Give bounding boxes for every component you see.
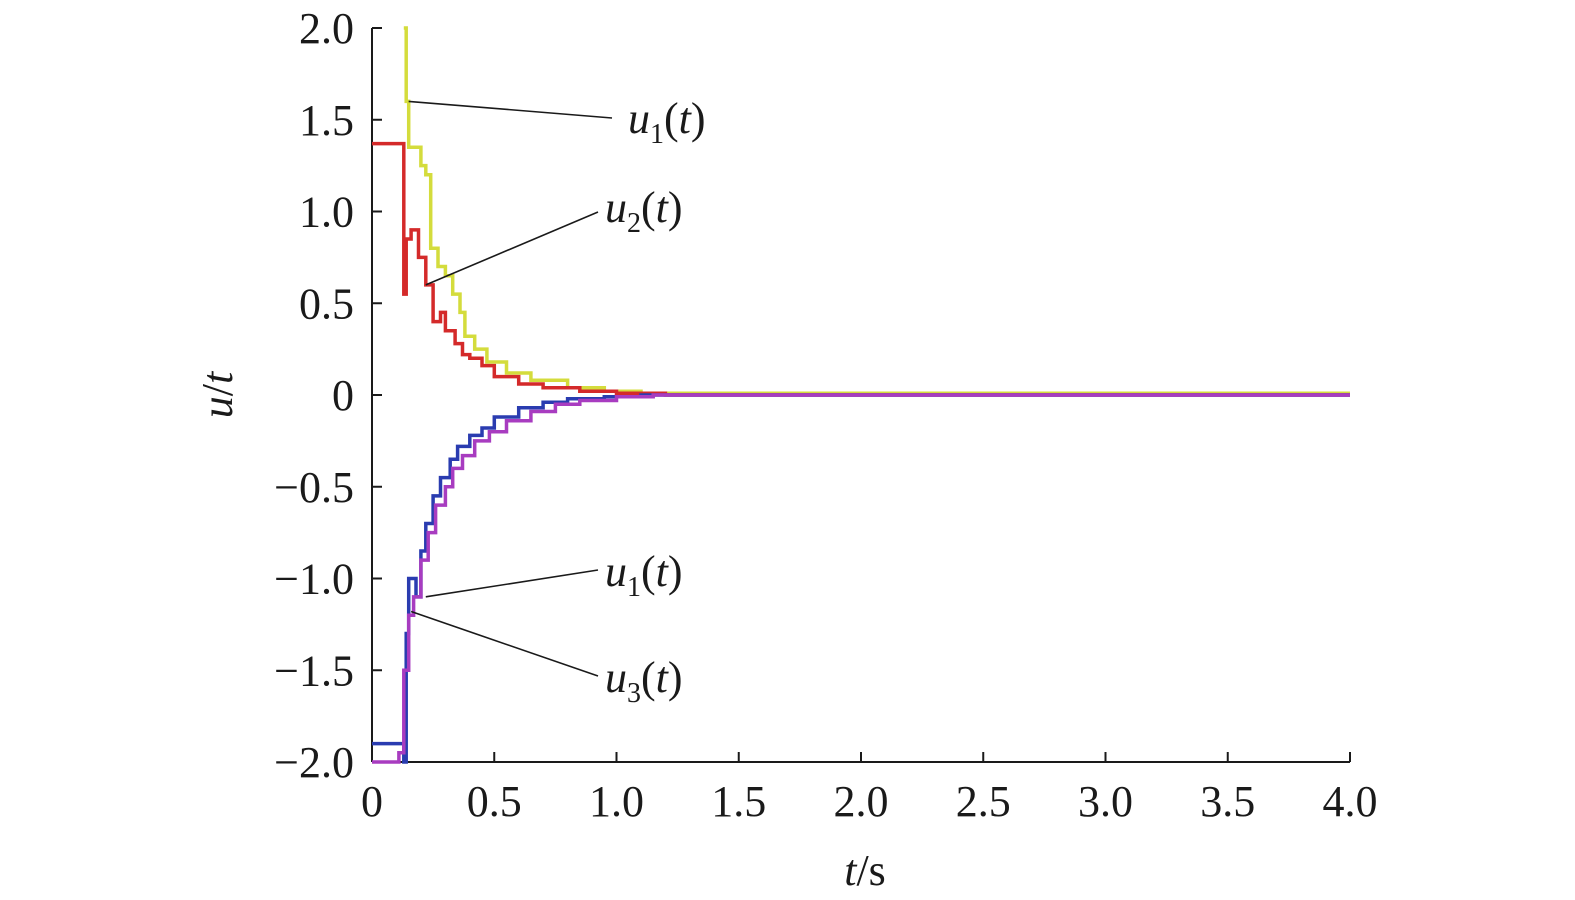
annotation-label: u2(t) [605, 183, 683, 239]
annotation-label: u1(t) [605, 547, 683, 603]
x-axis-title: t/s [844, 846, 886, 895]
x-tick-label: 4.0 [1323, 777, 1378, 826]
y-axis-sep: / [193, 383, 242, 396]
annotation-var: u [605, 547, 627, 596]
x-tick-label: 3.5 [1200, 777, 1255, 826]
y-tick-label: 0 [332, 371, 354, 420]
y-tick-label: 1.0 [299, 188, 354, 237]
annotation-label: u1(t) [628, 94, 706, 150]
annotation-sub: 3 [627, 678, 641, 709]
x-axis-var: t [844, 846, 858, 895]
axes: 0 0.5 1.0 1.5 2.0 2.5 3.0 3.5 4.0 2.0 1.5 1.0 0.5 0 −0… [274, 4, 1377, 826]
annotation-var: u [628, 94, 650, 143]
annotation-arg-var: t [656, 547, 670, 596]
annotation-arg: (t) [641, 653, 683, 702]
annotation-layer: u1(t)u2(t)u1(t)u3(t) [408, 94, 706, 709]
annotation-arg: (t) [664, 94, 706, 143]
y-tick-label: 2.0 [299, 4, 354, 53]
annotation-leader [410, 610, 599, 677]
y-tick-label: −0.5 [274, 463, 354, 512]
y-axis-var: u [193, 396, 242, 418]
annotation-arg-var: t [656, 653, 670, 702]
annotation-arg-var: t [656, 183, 670, 232]
series-line-2 [372, 141, 1350, 397]
annotation-label: u3(t) [605, 653, 683, 709]
y-tick-label: −2.0 [274, 738, 354, 787]
annotation-leader [425, 569, 599, 598]
series-line-1 [403, 26, 1350, 395]
x-tick-label: 2.0 [834, 777, 889, 826]
annotation-sub: 1 [627, 572, 641, 603]
series-line-3 [372, 393, 1350, 764]
annotation-arg-var: t [679, 94, 693, 143]
y-tick-label: −1.5 [274, 646, 354, 695]
y-axis-title: u/t [193, 370, 242, 418]
x-tick-label: 0 [361, 777, 383, 826]
y-tick-label: 1.5 [299, 96, 354, 145]
annotation-arg: (t) [641, 547, 683, 596]
annotation-leader [425, 211, 599, 286]
annotation-var: u [605, 183, 627, 232]
annotation-sub: 1 [650, 119, 664, 150]
annotation-leader [408, 100, 613, 119]
y-tick-label: 0.5 [299, 279, 354, 328]
annotation-sub: 2 [627, 208, 641, 239]
x-tick-label: 3.0 [1078, 777, 1133, 826]
y-tick-label: −1.0 [274, 555, 354, 604]
x-tick-label: 2.5 [956, 777, 1011, 826]
series-line-4 [372, 393, 1350, 764]
annotation-arg: (t) [641, 183, 683, 232]
x-axis-unit: /s [856, 846, 885, 895]
annotation-var: u [605, 653, 627, 702]
x-tick-label: 1.5 [711, 777, 766, 826]
y-axis-var2: t [193, 370, 242, 384]
x-tick-label: 0.5 [467, 777, 522, 826]
series-layer [372, 26, 1350, 764]
x-tick-label: 1.0 [589, 777, 644, 826]
